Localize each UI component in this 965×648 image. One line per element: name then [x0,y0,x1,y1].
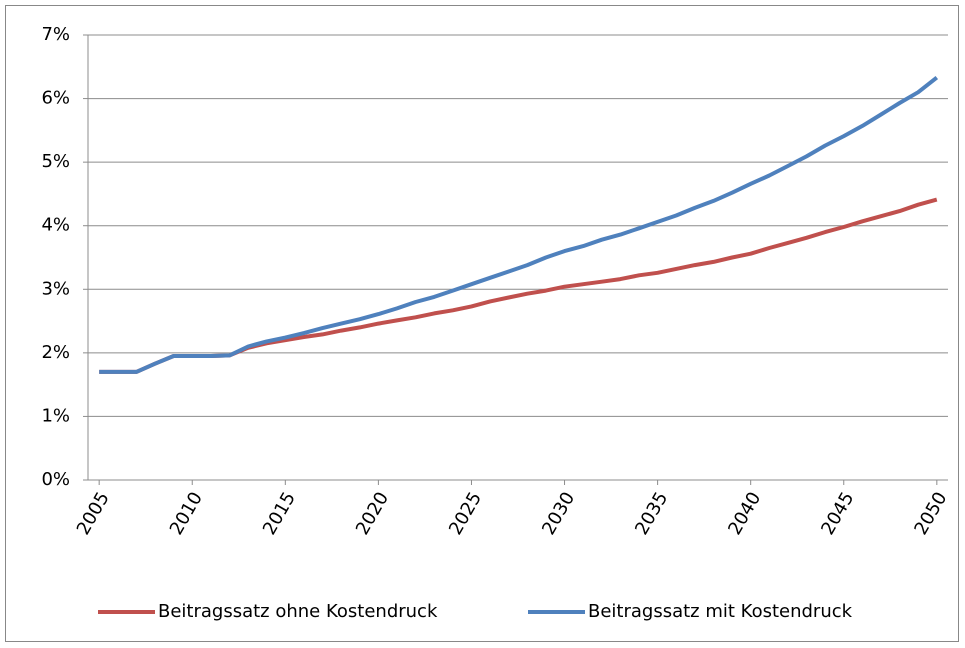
y-tick-label: 4% [41,215,70,236]
y-tick-label: 1% [41,405,70,426]
y-tick-label: 6% [41,88,70,109]
legend-label: Beitragssatz ohne Kostendruck [158,601,438,622]
y-tick-label: 7% [41,24,70,45]
legend-label: Beitragssatz mit Kostendruck [588,601,853,622]
y-tick-label: 2% [41,342,70,363]
data-line [99,76,939,374]
y-tick-label: 3% [41,278,70,299]
y-tick-label: 0% [41,469,70,490]
y-tick-label: 5% [41,151,70,172]
chart-frame [5,5,959,642]
